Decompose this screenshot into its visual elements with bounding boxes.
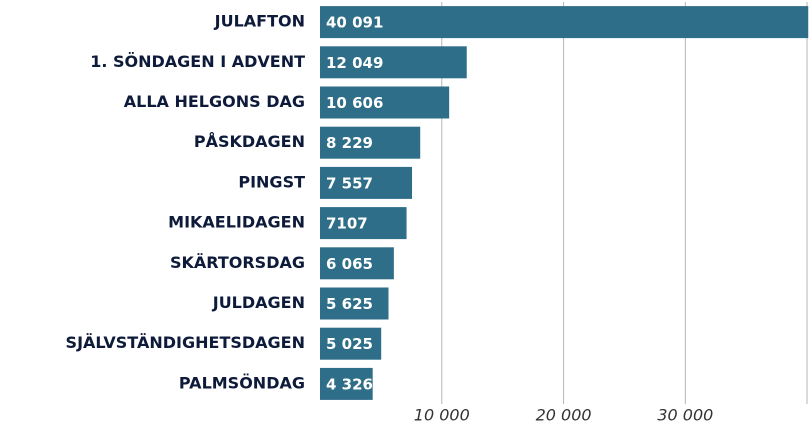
category-label: 1. SÖNDAGEN I ADVENT — [90, 52, 305, 71]
bar — [320, 166, 413, 199]
value-label: 4 326 — [326, 375, 373, 393]
bar — [320, 207, 407, 240]
category-label: JULAFTON — [214, 12, 305, 31]
category-label: PINGST — [238, 172, 305, 191]
x-tick-label: 10 000 — [414, 406, 470, 424]
x-tick-label: 20 000 — [536, 406, 592, 424]
value-label: 5 025 — [326, 335, 373, 353]
x-tick-label: 30 000 — [657, 406, 713, 424]
value-label: 7107 — [326, 215, 368, 233]
category-label: ALLA HELGONS DAG — [124, 92, 305, 111]
value-label: 12 049 — [326, 54, 383, 72]
category-label: MIKAELIDAGEN — [168, 213, 305, 232]
bar — [320, 367, 373, 400]
bar — [320, 86, 450, 119]
category-label: SKÄRTORSDAG — [170, 253, 305, 272]
category-label: PÅSKDAGEN — [194, 132, 305, 151]
value-label: 5 625 — [326, 295, 373, 313]
value-label: 10 606 — [326, 94, 383, 112]
bar — [320, 46, 467, 79]
category-label: PALMSÖNDAG — [179, 373, 305, 392]
value-label: 40 091 — [326, 14, 383, 32]
bar — [320, 247, 394, 280]
bar — [320, 327, 382, 360]
value-label: 6 065 — [326, 255, 373, 273]
category-label: SJÄLVSTÄNDIGHETSDAGEN — [66, 333, 305, 352]
bar — [320, 126, 421, 159]
category-label: JULDAGEN — [212, 293, 305, 312]
value-label: 7 557 — [326, 174, 373, 192]
bar — [320, 6, 809, 39]
bar — [320, 287, 389, 320]
value-label: 8 229 — [326, 134, 373, 152]
